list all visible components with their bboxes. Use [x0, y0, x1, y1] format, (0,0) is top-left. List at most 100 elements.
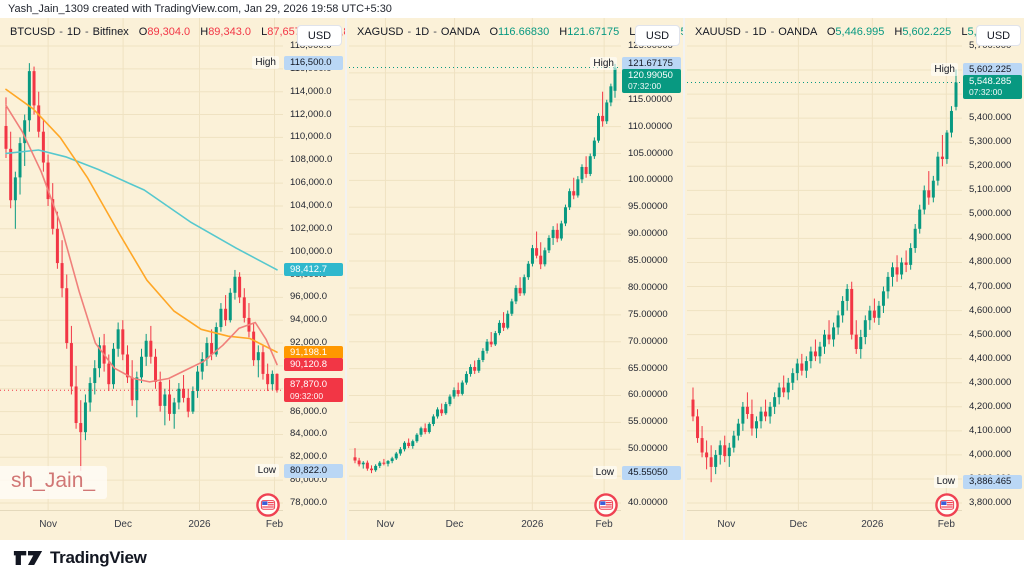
- high-key: H: [894, 26, 903, 38]
- username-watermark: sh_Jain_: [0, 466, 108, 499]
- price-tick-label: 80,000.0: [290, 474, 327, 486]
- legend-separator: -: [84, 26, 89, 38]
- price-tick-label: 85.00000: [628, 255, 668, 267]
- price-tick-label: 4,200.000: [969, 400, 1012, 412]
- time-tick-label: Feb: [595, 519, 613, 530]
- price-tick-label: 92,000.0: [290, 337, 327, 349]
- price-tick-label: 78,000.0: [290, 497, 327, 508]
- low-key: L: [961, 26, 968, 38]
- price-tick-label: 4,600.000: [969, 304, 1012, 316]
- currency-button[interactable]: USD: [297, 25, 342, 46]
- current-price-badge: 87,870.0 09:32:00: [284, 378, 343, 403]
- price-tick-label: 4,500.000: [969, 328, 1012, 340]
- chart-pane-btcusd[interactable]: BTCUSD -1D - Bitfinex O89,304.0 H89,343.0 L…: [0, 18, 345, 540]
- price-tick-label: 75.00000: [628, 308, 668, 320]
- open-value: 5,446.995: [835, 26, 885, 38]
- price-tick-label: 5,400.000: [969, 112, 1012, 124]
- gridlines: [349, 18, 621, 510]
- high-key: H: [559, 26, 568, 38]
- current-price-badge: 5,548.285 07:32:00: [963, 74, 1022, 99]
- legend-separator: -: [407, 26, 412, 38]
- provider-logo-icon: [255, 492, 281, 518]
- low-key: L: [261, 26, 268, 38]
- price-tick-label: 5,300.000: [969, 136, 1012, 148]
- candlestick-plot[interactable]: [0, 18, 283, 510]
- price-axis[interactable]: 5,700.0005,600.0005,500.0005,400.0005,30…: [962, 18, 1024, 510]
- price-tick-label: 5,200.000: [969, 160, 1012, 172]
- price-tick-label: 106,000.0: [290, 177, 333, 189]
- legend-separator: -: [433, 26, 437, 38]
- price-tick-label: 86,000.0: [290, 405, 327, 417]
- candles: [691, 69, 958, 483]
- ma-value-badge: 98,412.7: [284, 263, 343, 277]
- price-tick-label: 104,000.0: [290, 199, 333, 211]
- chart-pane-xagusd[interactable]: XAGUSD-1D-OANDA O116.66830 H121.67175 L1…: [345, 18, 683, 540]
- tradingview-logo-icon[interactable]: [13, 547, 43, 569]
- legend-separator: -: [744, 26, 749, 38]
- price-tick-label: 65.00000: [628, 362, 668, 374]
- price-tick-label: 3,800.000: [969, 497, 1012, 508]
- bar-countdown: 09:32:00: [290, 390, 324, 401]
- interval-label: 1D: [415, 26, 430, 38]
- price-tick-label: 110,000.0: [290, 131, 332, 143]
- price-tick-label: 112,000.0: [290, 108, 332, 120]
- price-tick-label: 4,300.000: [969, 376, 1012, 388]
- candles: [4, 63, 279, 471]
- tradingview-brand-text[interactable]: TradingView: [50, 548, 147, 567]
- bar-countdown: 07:32:00: [628, 81, 662, 92]
- ma-slow-line: [5, 149, 278, 271]
- candlestick-plot[interactable]: [349, 18, 621, 510]
- time-tick-label: Nov: [376, 519, 395, 530]
- low-price-word: Low: [592, 466, 617, 480]
- price-tick-label: 102,000.0: [290, 222, 333, 234]
- ma-value-badge: 90,120.8: [284, 358, 343, 372]
- time-tick-label: Nov: [717, 519, 736, 530]
- price-tick-label: 55.00000: [628, 416, 668, 428]
- candlestick-plot[interactable]: [687, 18, 962, 510]
- ma-mid-line: [5, 88, 278, 353]
- high-price-word: High: [931, 62, 958, 76]
- price-tick-label: 4,800.000: [969, 256, 1012, 268]
- time-tick-label: Dec: [789, 519, 808, 530]
- price-axis[interactable]: 125.00000120.00000115.00000110.00000105.…: [621, 18, 683, 510]
- low-price-word: Low: [254, 463, 279, 477]
- currency-button[interactable]: USD: [635, 25, 680, 46]
- chart-legend[interactable]: BTCUSD -1D - Bitfinex O89,304.0 H89,343.0 L…: [10, 26, 345, 38]
- price-tick-label: 114,000.0: [290, 85, 332, 97]
- exchange-label: Bitfinex: [92, 26, 129, 38]
- price-tick-label: 115.00000: [628, 93, 673, 105]
- time-axis[interactable]: Nov Dec 2026 Feb: [349, 510, 621, 540]
- chart-grid: BTCUSD -1D - Bitfinex O89,304.0 H89,343.0 L…: [0, 18, 1024, 540]
- symbol-name: BTCUSD: [10, 26, 56, 38]
- provider-logo-icon: [934, 492, 960, 518]
- price-tick-label: 70.00000: [628, 335, 668, 347]
- price-tick-label: 40.00000: [628, 497, 668, 508]
- high-value: 89,343.0: [208, 26, 252, 38]
- ma-fast-line: [5, 104, 278, 383]
- low-price-badge: 80,822.0: [284, 463, 343, 478]
- interval-label: 1D: [66, 26, 81, 38]
- price-tick-label: 108,000.0: [290, 154, 333, 166]
- price-tick-label: 5,100.000: [969, 184, 1012, 196]
- open-key: O: [489, 26, 499, 38]
- price-axis[interactable]: 118,000.0116,000.0114,000.0112,000.0110,…: [283, 18, 345, 510]
- symbol-name: XAGUSD: [357, 26, 404, 38]
- time-tick-label: 2026: [188, 519, 211, 530]
- price-tick-label: 4,700.000: [969, 280, 1012, 292]
- price-tick-label: 50.00000: [628, 443, 668, 455]
- high-price-word: High: [252, 56, 279, 70]
- candles: [353, 63, 617, 474]
- time-axis[interactable]: Nov Dec 2026 Feb: [0, 510, 283, 540]
- open-key: O: [138, 26, 148, 38]
- price-tick-label: 4,900.000: [969, 232, 1012, 244]
- open-value: 116.66830: [498, 26, 550, 38]
- chart-pane-xauusd[interactable]: XAUUSD-1D-OANDA O5,446.995 H5,602.225 L5…: [683, 18, 1024, 540]
- price-tick-label: 82,000.0: [290, 451, 327, 463]
- time-tick-label: Dec: [445, 519, 464, 530]
- time-axis[interactable]: Nov Dec 2026 Feb: [687, 510, 962, 540]
- currency-button[interactable]: USD: [976, 25, 1021, 46]
- chart-legend[interactable]: XAUUSD-1D-OANDA O5,446.995 H5,602.225 L5…: [695, 26, 1024, 38]
- time-tick-label: 2026: [861, 519, 884, 530]
- price-tick-label: 4,100.000: [969, 424, 1012, 436]
- price-tick-label: 105.00000: [628, 147, 673, 159]
